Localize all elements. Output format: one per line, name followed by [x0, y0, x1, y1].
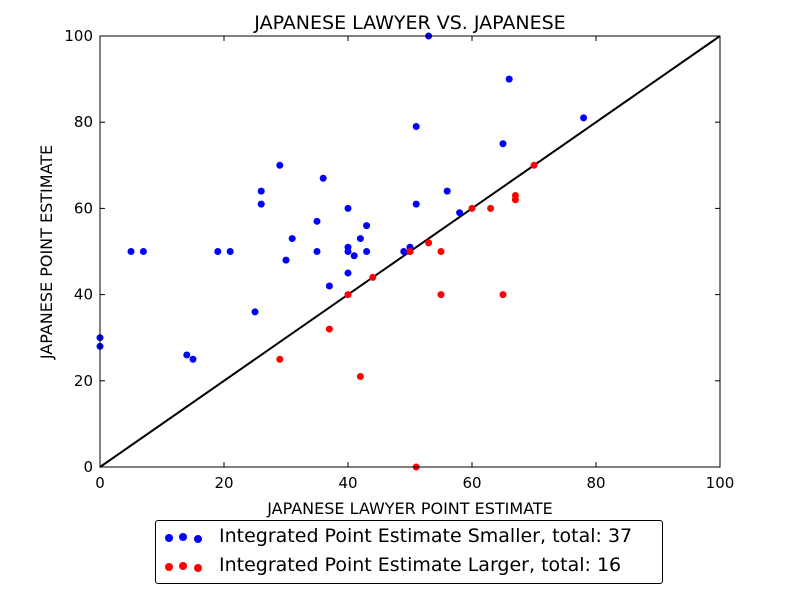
- point-larger: [325, 325, 333, 333]
- point-smaller: [214, 248, 222, 255]
- point-larger: [437, 248, 445, 255]
- x-tick-label: 20: [214, 474, 233, 492]
- point-larger: [511, 196, 519, 204]
- point-smaller: [350, 252, 358, 260]
- point-smaller: [344, 269, 352, 277]
- point-larger: [530, 161, 538, 169]
- point-smaller: [505, 75, 513, 83]
- point-smaller: [363, 248, 371, 255]
- point-smaller: [344, 204, 352, 212]
- legend-entry-smaller: Integrated Point Estimate Smaller, total…: [156, 525, 662, 551]
- point-larger: [369, 273, 377, 281]
- legend-dot: [194, 564, 202, 572]
- point-smaller: [313, 217, 321, 225]
- legend-label-larger: Integrated Point Estimate Larger, total:…: [219, 554, 622, 576]
- point-larger: [276, 355, 284, 363]
- y-tick-label: 80: [74, 113, 93, 131]
- point-smaller: [319, 174, 327, 182]
- legend-dot: [194, 535, 202, 543]
- point-smaller: [139, 248, 147, 255]
- point-smaller: [183, 351, 191, 359]
- legend-entry-larger: Integrated Point Estimate Larger, total:…: [156, 554, 662, 580]
- legend-label-smaller: Integrated Point Estimate Smaller, total…: [219, 525, 633, 547]
- point-smaller: [456, 209, 464, 217]
- point-smaller: [257, 187, 265, 195]
- point-larger: [437, 291, 445, 299]
- chart-title: JAPANESE LAWYER VS. JAPANESE: [253, 12, 565, 34]
- x-tick-label: 60: [462, 474, 481, 492]
- legend-dot: [165, 563, 173, 571]
- plot-frame: [99, 35, 721, 468]
- point-larger: [468, 204, 476, 212]
- point-smaller: [325, 282, 333, 290]
- point-larger: [425, 239, 433, 247]
- y-tick-label: 0: [83, 458, 93, 476]
- legend-marker-blue: [165, 533, 205, 544]
- legend-dot: [165, 534, 173, 542]
- point-smaller: [412, 200, 420, 208]
- y-axis-label: JAPANESE POINT ESTIMATE: [37, 145, 56, 360]
- point-smaller: [412, 123, 420, 131]
- point-smaller: [313, 248, 321, 255]
- point-smaller: [251, 308, 259, 316]
- point-smaller: [226, 248, 234, 255]
- point-smaller: [282, 256, 290, 264]
- y-tick-label: 20: [74, 372, 93, 390]
- point-larger: [499, 291, 507, 299]
- legend-dot: [179, 533, 187, 541]
- y-tick-label: 60: [74, 199, 93, 217]
- plot-area: [96, 32, 721, 471]
- point-smaller: [344, 248, 352, 255]
- point-larger: [344, 291, 352, 299]
- legend: Integrated Point Estimate Smaller, total…: [155, 520, 663, 584]
- y-tick-label: 40: [74, 286, 93, 304]
- x-tick-label: 100: [706, 474, 735, 492]
- x-tick-label: 40: [338, 474, 357, 492]
- point-smaller: [276, 161, 284, 169]
- y-tick-label: 100: [64, 27, 93, 45]
- legend-dot: [179, 562, 187, 570]
- point-smaller: [288, 235, 296, 243]
- point-larger: [406, 248, 414, 255]
- point-smaller: [189, 355, 197, 363]
- point-smaller: [499, 140, 507, 148]
- x-axis-label: JAPANESE LAWYER POINT ESTIMATE: [266, 499, 553, 518]
- point-smaller: [257, 200, 265, 208]
- point-smaller: [443, 187, 451, 195]
- x-tick-label: 80: [586, 474, 605, 492]
- point-smaller: [363, 222, 371, 230]
- point-smaller: [356, 235, 364, 243]
- point-smaller: [580, 114, 588, 122]
- point-larger: [356, 372, 364, 380]
- axis-ticks: 0 20 40 60 80 100 0 20 40 60 80 100: [64, 27, 734, 492]
- x-tick-label: 0: [95, 474, 105, 492]
- point-smaller: [127, 248, 135, 255]
- legend-marker-red: [165, 562, 205, 573]
- point-smaller: [400, 248, 408, 255]
- point-larger: [487, 204, 495, 212]
